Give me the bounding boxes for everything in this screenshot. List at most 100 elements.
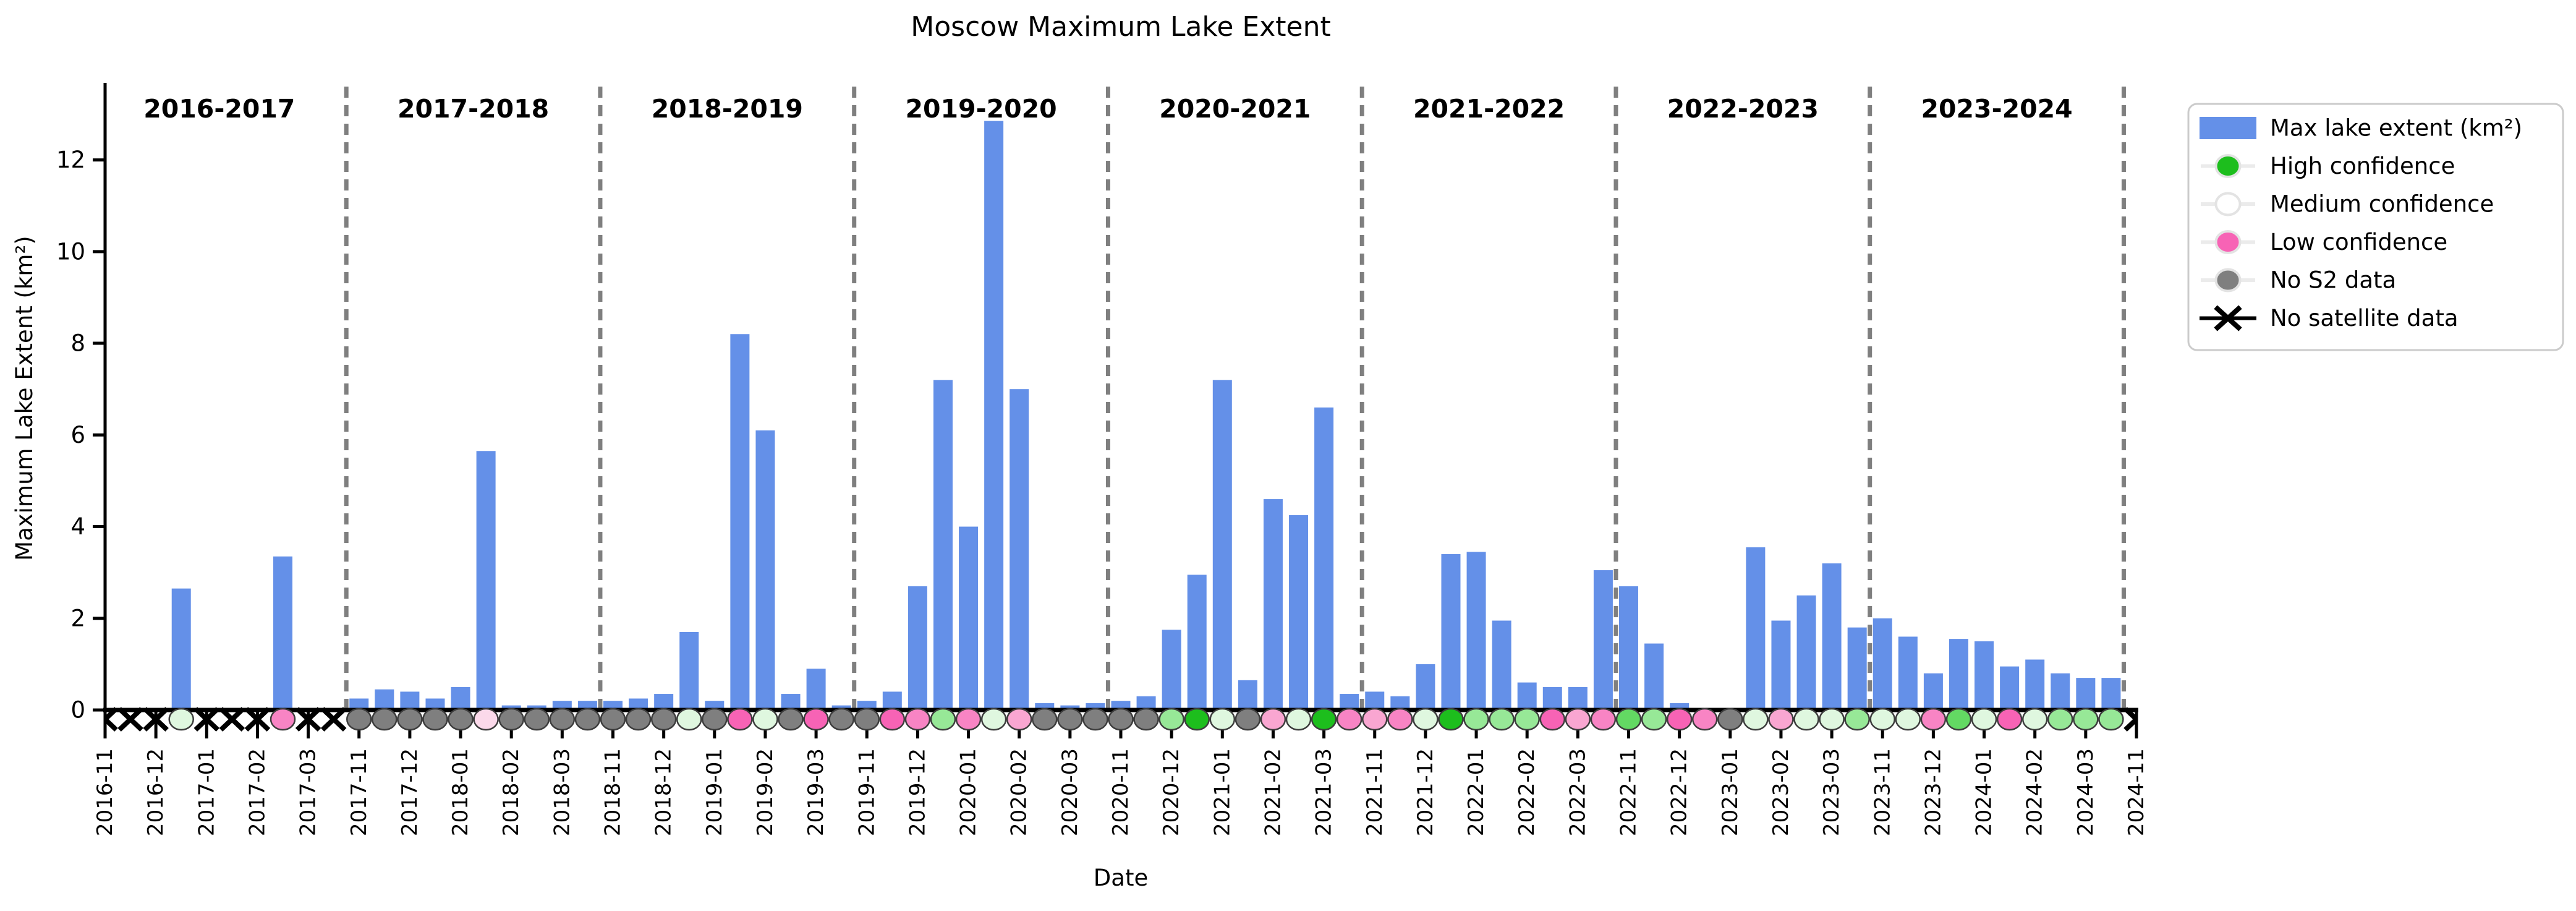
confidence-dot-gray	[625, 708, 652, 731]
confidence-dot-deeppink	[1996, 708, 2023, 731]
confidence-dot-lightgreen	[1463, 708, 1489, 731]
confidence-dot-gray	[778, 708, 804, 731]
x-tick-label: 2018-01	[448, 748, 473, 836]
x-tick-label: 2018-12	[652, 748, 676, 836]
x-tick-label: 2018-03	[550, 748, 574, 836]
confidence-dot-deeppink	[879, 708, 906, 731]
confidence-dot-pink	[1590, 708, 1617, 731]
bar	[831, 705, 851, 710]
y-tick-label: 2	[70, 605, 85, 631]
legend-label: High confidence	[2270, 153, 2455, 179]
confidence-dot-palegreen	[168, 708, 194, 731]
no-satellite-x-marker	[244, 707, 271, 732]
confidence-dot-palegreen	[1413, 708, 1439, 731]
confidence-dot-deeppink	[1666, 708, 1693, 731]
x-tick-label: 2024-11	[2124, 748, 2149, 836]
x-tick-label: 2023-01	[1718, 748, 1743, 836]
confidence-dot-gray	[574, 708, 601, 731]
confidence-dot-lightgreen	[2073, 708, 2099, 731]
bar	[1060, 705, 1080, 710]
x-tick-label: 2017-01	[194, 748, 219, 836]
bar	[730, 334, 750, 710]
legend-label: No satellite data	[2270, 305, 2459, 331]
bar	[527, 705, 546, 710]
no-satellite-x-marker	[295, 707, 321, 732]
confidence-dot-gray	[650, 708, 677, 731]
x-tick-label: 2023-12	[1921, 748, 1945, 836]
legend: Max lake extent (km²) High confidence Medi…	[2187, 103, 2564, 351]
bar	[1010, 389, 1029, 710]
confidence-dot-gray	[702, 708, 728, 731]
confidence-dot-pink	[1691, 708, 1718, 731]
bar	[781, 694, 801, 710]
x-tick-label: 2020-03	[1058, 748, 1082, 836]
x-tick-label: 2019-02	[753, 748, 778, 836]
bar	[1212, 380, 1232, 710]
y-tick-label: 12	[56, 147, 85, 173]
bar	[1975, 641, 1994, 710]
confidence-dot-palegreen	[1743, 708, 1769, 731]
confidence-dot-lightgreen	[2098, 708, 2124, 731]
x-tick-label: 2021-11	[1362, 748, 1387, 836]
bar	[425, 698, 445, 710]
confidence-dot-gray	[524, 708, 550, 731]
x-tick-label: 2020-01	[956, 748, 981, 836]
no-satellite-x-marker	[2123, 707, 2136, 732]
confidence-dot-pink	[1920, 708, 1947, 731]
y-tick-label: 10	[56, 238, 85, 265]
y-ticks: 0 2 4 6 8 10 12	[56, 147, 105, 724]
bar	[1796, 595, 1816, 710]
bar	[806, 669, 826, 710]
confidence-dot-gray	[1057, 708, 1083, 731]
confidence-dot-gray	[1717, 708, 1743, 731]
bar	[1136, 696, 1156, 710]
bar	[1542, 686, 1562, 710]
x-tick-label: 2017-03	[296, 748, 321, 836]
legend-label: Low confidence	[2270, 229, 2447, 255]
bar	[755, 430, 775, 710]
bar	[1593, 570, 1613, 710]
legend-dot	[2214, 192, 2242, 216]
season-title: 2022-2023	[1667, 94, 1819, 124]
bar	[2025, 659, 2045, 710]
confidence-dot-gray	[1082, 708, 1108, 731]
x-tick-label: 2022-03	[1565, 748, 1590, 836]
x-tick-label: 2019-01	[702, 748, 727, 836]
bar	[1923, 673, 1943, 710]
confidence-dot-lightgreen	[1158, 708, 1184, 731]
x-tick-label: 2019-12	[905, 748, 930, 836]
confidence-dot-lightgreen	[1514, 708, 1540, 731]
bar	[882, 691, 902, 710]
confidence-dot-lightgreen	[930, 708, 956, 731]
confidence-dot-gray	[397, 708, 423, 731]
x-tick-label: 2023-11	[1870, 748, 1895, 836]
bar	[1670, 703, 1690, 710]
x-tick-label: 2017-11	[347, 748, 372, 836]
y-tick-label: 6	[70, 422, 85, 448]
bar	[1771, 620, 1791, 710]
confidence-dot-gray	[448, 708, 474, 731]
bar	[1340, 694, 1359, 710]
confidence-dot-pink	[904, 708, 931, 731]
x-tick-label: 2023-02	[1769, 748, 1793, 836]
x-tick-label: 2018-11	[601, 748, 626, 836]
bar	[2000, 666, 2020, 710]
x-tick-label: 2019-11	[854, 748, 879, 836]
x-tick-label: 2016-12	[143, 748, 168, 836]
bar	[984, 121, 1004, 710]
confidence-dot-lightgreen	[2047, 708, 2073, 731]
legend-label: Max lake extent (km²)	[2270, 115, 2522, 142]
confidence-dot-gray	[498, 708, 524, 731]
confidence-dot-pink	[270, 708, 296, 731]
season-titles: 2016-2017 2017-2018 2018-2019 2019-2020 2020…	[143, 94, 2072, 124]
confidence-dot-gray	[422, 708, 448, 731]
confidence-dot-palegreen	[980, 708, 1007, 731]
bar	[2076, 678, 2096, 710]
x-tick-label: 2018-02	[499, 748, 524, 836]
confidence-dot-lightpink	[1565, 708, 1591, 731]
bar	[654, 694, 674, 710]
bar	[1365, 691, 1385, 710]
legend-item-no-satellite: No satellite data	[2200, 305, 2459, 331]
bar	[2051, 673, 2070, 710]
